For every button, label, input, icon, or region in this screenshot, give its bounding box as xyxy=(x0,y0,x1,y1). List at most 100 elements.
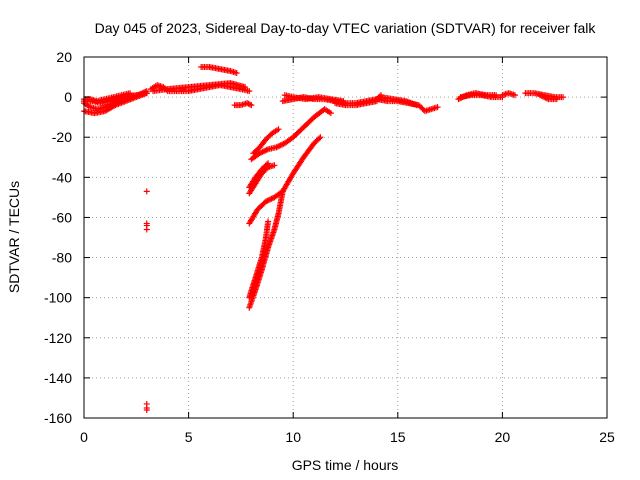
data-point-interp xyxy=(276,142,283,149)
data-point-interp xyxy=(244,87,251,94)
data-point-interp xyxy=(419,105,426,112)
data-point-interp xyxy=(260,200,267,207)
y-tick-label: -60 xyxy=(52,209,72,225)
data-point-interp xyxy=(318,108,325,115)
data-point-interp xyxy=(287,136,294,143)
data-point-interp xyxy=(275,211,282,218)
data-point-interp xyxy=(108,94,115,101)
data-point xyxy=(143,188,150,195)
data-point-interp xyxy=(100,108,107,115)
y-tick-label: -120 xyxy=(44,330,72,346)
data-point-interp xyxy=(262,162,269,169)
data-point-interp xyxy=(298,156,305,163)
data-point xyxy=(248,102,255,109)
data-point-interp xyxy=(270,227,277,234)
series-arc-20 xyxy=(378,94,420,109)
data-point-interp xyxy=(326,109,333,116)
data-point-interp xyxy=(538,92,545,99)
x-axis-label: GPS time / hours xyxy=(292,457,399,473)
data-point-interp xyxy=(131,94,138,101)
data-point-interp xyxy=(245,100,252,107)
data-point-interp xyxy=(268,195,275,202)
data-point-interp xyxy=(277,142,284,149)
series-arc-17 xyxy=(281,92,347,105)
data-point-interp xyxy=(260,138,267,145)
series-arc-9 xyxy=(248,106,334,163)
axis-ticks xyxy=(83,56,608,419)
series-arc-23 xyxy=(499,90,518,99)
data-point xyxy=(537,92,544,99)
data-point-interp xyxy=(316,135,323,142)
data-point-interp xyxy=(125,90,132,97)
data-point-interp xyxy=(267,196,274,203)
plot-frame xyxy=(83,56,608,419)
data-point-interp xyxy=(308,116,315,123)
data-point-interp xyxy=(254,146,261,153)
data-point-interp xyxy=(225,67,232,74)
series-arc-22 xyxy=(457,92,506,101)
data-point-interp xyxy=(274,143,281,150)
data-point-interp xyxy=(256,168,263,175)
data-point-interp xyxy=(279,189,286,196)
chart-title: Day 045 of 2023, Sidereal Day-to-day VTE… xyxy=(95,20,597,36)
series-arc-12 xyxy=(246,160,272,191)
data-point-interp xyxy=(298,126,305,133)
data-point-interp xyxy=(116,92,123,99)
series-arc-4 xyxy=(81,90,134,105)
y-tick-label: -100 xyxy=(44,290,72,306)
data-point-interp xyxy=(273,127,280,134)
data-point-interp xyxy=(558,94,565,101)
data-point-interp xyxy=(271,144,278,151)
y-tick-label: -160 xyxy=(44,410,72,426)
data-point-interp xyxy=(85,103,92,110)
x-tick-label: 15 xyxy=(390,429,406,445)
data-point-interp xyxy=(264,197,271,204)
x-tick-label: 25 xyxy=(599,429,615,445)
x-tick-label: 5 xyxy=(185,429,193,445)
data-point-interp xyxy=(262,147,269,154)
data-point-interp xyxy=(109,103,116,110)
data-point-interp xyxy=(288,173,295,180)
data-point-interp xyxy=(259,148,266,155)
data-point-interp xyxy=(258,255,265,262)
tick-labels: 0 5 10 15 20 25 20 0 -20 -40 -60 -80 -100 -120 -140 -16… xyxy=(44,49,615,445)
data-point-interp xyxy=(314,136,321,143)
y-tick-label: 20 xyxy=(56,49,72,65)
data-point-interp xyxy=(309,142,316,149)
data-point-interp xyxy=(260,148,267,155)
data-point-interp xyxy=(263,146,270,153)
data-point-interp xyxy=(426,106,433,113)
data-point-interp xyxy=(288,93,295,100)
x-tick-label: 10 xyxy=(285,429,301,445)
data-point xyxy=(143,406,150,413)
data-point-interp xyxy=(264,220,271,227)
y-axis-label: SDTVAR / TECUs xyxy=(6,181,22,293)
x-tick-label: 0 xyxy=(80,429,88,445)
data-point xyxy=(143,226,150,233)
series-arc-25 xyxy=(537,92,560,103)
series-arc-14 xyxy=(246,188,286,311)
series-arc-7 xyxy=(198,64,240,77)
data-point-interp xyxy=(401,97,408,104)
data-point-interp xyxy=(539,93,546,100)
data-point-interp xyxy=(252,276,259,283)
data-point-interp xyxy=(412,101,419,108)
data-points xyxy=(81,64,567,413)
series-arc-8 xyxy=(231,100,255,109)
grid-lines xyxy=(84,57,607,418)
y-tick-label: -20 xyxy=(52,129,72,145)
series-outliers xyxy=(143,188,150,413)
data-point-interp xyxy=(258,149,265,156)
data-point-interp xyxy=(240,83,247,90)
data-point-interp xyxy=(142,90,149,97)
data-point-interp xyxy=(338,97,345,104)
y-tick-label: 0 xyxy=(64,89,72,105)
data-point-interp xyxy=(552,96,559,103)
data-point-interp xyxy=(544,95,551,102)
data-point-interp xyxy=(266,132,273,139)
data-point-interp xyxy=(121,98,128,105)
series-arc-13 xyxy=(246,134,324,227)
series-arc-10 xyxy=(250,126,282,157)
data-point-interp xyxy=(253,152,260,159)
